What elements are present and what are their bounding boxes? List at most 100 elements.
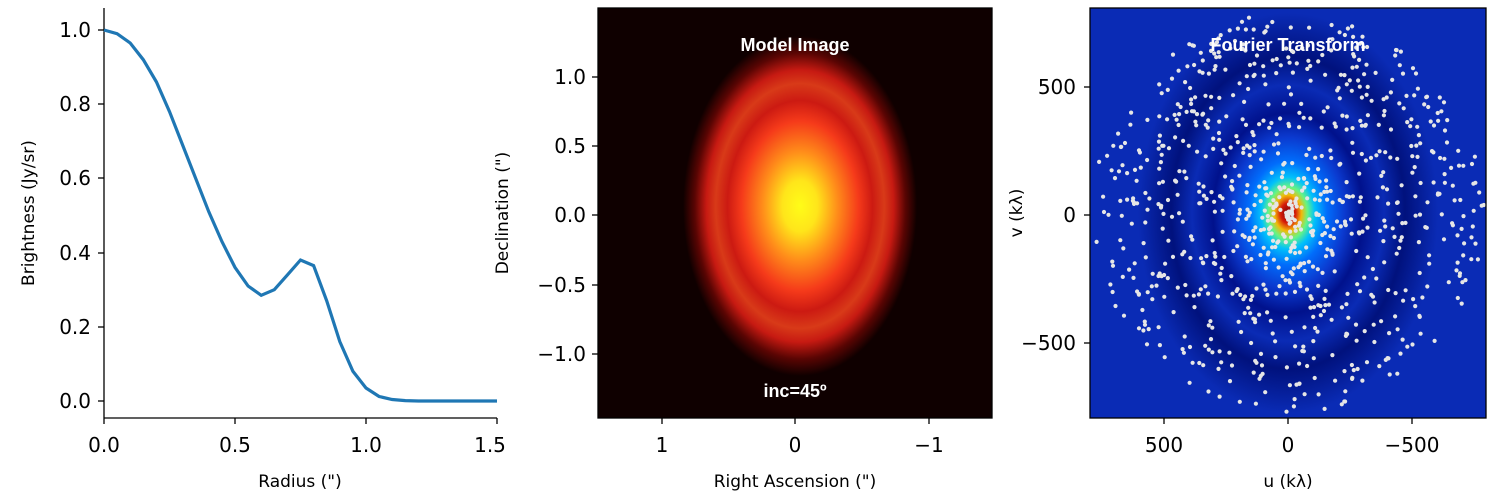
uv-point [1319,125,1324,130]
uv-point [1365,225,1370,230]
uv-point [1212,209,1217,214]
uv-point [1365,113,1370,118]
uv-point [1252,61,1257,66]
uv-point [1262,180,1267,185]
uv-point [1190,360,1195,365]
uv-point [1312,197,1317,202]
uv-point [1416,240,1421,245]
uv-point [1156,146,1161,151]
uv-point [1337,30,1342,35]
uv-point [1182,169,1187,174]
uv-point [1196,181,1201,186]
x-tick-label: −1 [914,433,943,457]
uv-point [1280,170,1285,175]
uv-point [1475,257,1480,262]
uv-point [1190,237,1195,242]
x-tick-label: 0.0 [88,433,120,457]
uv-point [1277,284,1282,289]
uv-point [1293,344,1298,349]
uv-point [1292,397,1297,402]
uv-point [1175,102,1180,107]
uv-point [1301,344,1306,349]
uv-point [1201,193,1206,198]
uv-point [1437,191,1442,196]
uv-point [1263,287,1268,292]
uv-point [1227,28,1232,33]
uv-point [1265,292,1270,297]
x-tick-label: 0 [789,433,802,457]
uv-point [1427,261,1432,266]
profile-y-label: Brightness (Jy/sr) [19,140,39,286]
uv-point [1132,261,1137,266]
y-tick-label: 0.4 [59,241,91,265]
uv-point [1305,43,1311,48]
y-tick-label: −0.5 [537,273,586,297]
uv-point [1454,268,1459,273]
uv-point [1237,173,1242,178]
y-tick-label: −1.0 [537,342,586,366]
uv-point [1472,154,1477,159]
uv-point [1349,362,1354,368]
uv-point [1119,144,1124,149]
uv-point [1461,253,1466,258]
profile-x-ticks: 0.0 0.5 1.0 1.5 [88,418,506,457]
uv-point [1350,24,1355,29]
uv-point [1291,266,1296,271]
uv-point [1249,257,1254,262]
uv-point [1328,148,1333,153]
uv-point [1342,369,1347,374]
uv-point [1229,274,1234,279]
uv-point [1307,25,1312,30]
uv-point [1420,295,1425,300]
uv-point [1258,373,1263,379]
uv-point [1211,146,1216,151]
uv-point [1375,195,1380,200]
uv-point [1198,50,1203,55]
x-tick-label: 1.0 [350,433,382,457]
uv-point [1381,97,1386,102]
uv-point [1187,344,1193,350]
uv-point [1382,108,1387,114]
profile-y-ticks: 0.0 0.2 0.4 0.6 0.8 1.0 [59,18,104,413]
uv-point [1175,285,1180,290]
uv-point [1390,77,1395,82]
uv-point [1267,202,1272,207]
uv-point [1274,132,1279,137]
uv-point [1278,187,1283,192]
uv-point [1347,78,1352,83]
uv-point [1288,220,1293,225]
uv-point [1209,190,1214,195]
uv-point [1284,256,1289,261]
uv-point [1422,102,1427,107]
uv-point [1251,133,1256,138]
uv-point [1297,220,1302,225]
uv-point [1393,314,1398,319]
uv-point [1266,102,1271,107]
uv-point [1290,206,1295,212]
uv-point [1393,53,1398,58]
uv-point [1415,124,1420,129]
uv-point [1279,175,1285,180]
uv-point [1287,60,1292,65]
uv-point [1425,284,1430,289]
uv-point [1365,84,1370,89]
uv-point [1203,284,1208,289]
uv-point [1332,121,1337,126]
uv-point [1188,255,1193,261]
uv-point [1223,151,1228,156]
uv-point [1212,67,1217,72]
uv-point [1108,282,1113,287]
uv-point [1441,237,1447,242]
uv-point [1265,310,1270,315]
uv-point [1289,182,1295,187]
uv-point [1206,291,1211,296]
uv-point [1219,161,1224,166]
uv-point [1304,287,1310,292]
uv-point [1349,88,1354,93]
uv-point [1436,118,1441,123]
uv-point [1205,125,1210,130]
uv-point [1357,199,1362,204]
uv-point [1182,249,1187,254]
uv-point [1235,26,1240,31]
uv-point [1264,186,1269,191]
